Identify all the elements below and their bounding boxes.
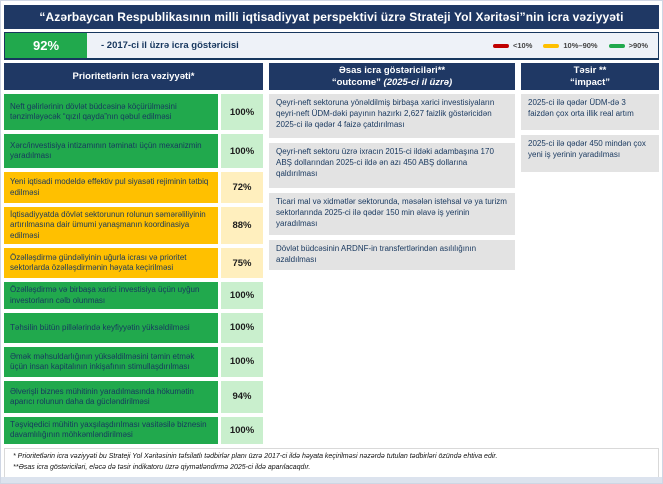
priority-row: Təşviqedici mühitin yaxşılaşdırılması va… — [4, 416, 263, 444]
priority-row: Əlverişli biznes mühitinin yaradılmasınd… — [4, 380, 263, 413]
overall-progress-badge: 92% — [5, 33, 87, 58]
legend-swatch-red — [492, 43, 509, 48]
priority-progress-value: 100% — [221, 134, 263, 168]
outcome-header-italic: (2025-ci il üzrə) — [380, 76, 453, 88]
priority-progress-value: 75% — [221, 248, 263, 279]
footnotes: * Prioritetlərin icra vəziyyəti bu Strat… — [4, 448, 659, 478]
priorities-header: Prioritetlərin icra vəziyyəti* — [4, 63, 263, 90]
priority-progress-value: 72% — [221, 172, 263, 203]
footnote-line2: **Əsas icra göstəriciləri, eləcə də təsi… — [13, 463, 311, 471]
priority-row: Əmək məhsuldarlığının yüksəldilməsini tə… — [4, 346, 263, 377]
legend-label: 10%–90% — [563, 41, 598, 50]
legend-item-high: >90% — [608, 41, 648, 50]
outcome-header-line1: Əsas icra göstəriciləri** — [338, 64, 446, 76]
priority-progress-value: 100% — [221, 282, 263, 309]
priority-row: Xərc/investisiya intizamının təminatı üç… — [4, 134, 263, 168]
outcome-header-quoted: “outcome” — [331, 76, 381, 88]
priority-row: İqtisadiyyatda dövlət sektorunun rolunun… — [4, 207, 263, 245]
column-outcome: Əsas icra göstəriciləri** “outcome” (202… — [269, 63, 515, 448]
legend-swatch-green — [608, 43, 625, 48]
impact-item: 2025-ci ilə qədər 450 mindən çox yeni iş… — [521, 135, 659, 172]
footnote-line1: * Prioritetlərin icra vəziyyəti bu Strat… — [13, 453, 498, 460]
outcome-item: Qeyri-neft sektoru üzrə ixracın 2015-ci … — [269, 143, 515, 188]
outcome-item: Dövlət büdcəsinin ARDNF-in transfertləri… — [269, 240, 515, 270]
priority-text: Xərc/investisiya intizamının təminatı üç… — [4, 134, 218, 168]
legend-label: <10% — [512, 41, 533, 50]
impact-item: 2025-ci ilə qədər ÜDM-də 3 faizdən çox o… — [521, 94, 659, 130]
legend-item-mid: 10%–90% — [543, 41, 598, 50]
column-impact: Təsir ** “impact” 2025-ci ilə qədər ÜDM-… — [521, 63, 659, 448]
priority-text: Əlverişli biznes mühitinin yaradılmasınd… — [4, 380, 218, 413]
priority-progress-value: 100% — [221, 346, 263, 377]
priority-text: Yeni iqtisadi modeldə effektiv pul siyas… — [4, 172, 218, 203]
impact-header: Təsir ** “impact” — [521, 63, 659, 90]
priority-text: Əmək məhsuldarlığının yüksəldilməsini tə… — [4, 346, 218, 377]
priority-progress-value: 100% — [221, 94, 263, 130]
impact-header-line2: “impact” — [569, 76, 611, 88]
priority-row: Özəlləşdirmə və birbaşa xarici investisi… — [4, 282, 263, 309]
outcome-item: Qeyri-neft sektoruna yönəldilmiş birbaşa… — [269, 94, 515, 138]
priority-text: İqtisadiyyatda dövlət sektorunun rolunun… — [4, 207, 218, 245]
priority-text: Özəlləşdirmə və birbaşa xarici investisi… — [4, 282, 218, 309]
summary-label: - 2017-ci il üzrə icra göstəricisi — [101, 40, 239, 51]
priority-progress-value: 100% — [221, 312, 263, 343]
legend: <10% 10%–90% >90% — [492, 41, 648, 50]
outcome-item: Ticari mal və xidmətlər sektorunda, məsə… — [269, 193, 515, 235]
legend-label: >90% — [628, 41, 648, 50]
summary-bar: 92% - 2017-ci il üzrə icra göstəricisi <… — [4, 32, 659, 60]
outcome-header: Əsas icra göstəriciləri** “outcome” (202… — [269, 63, 515, 90]
column-priorities: Prioritetlərin icra vəziyyəti* Neft gəli… — [4, 63, 263, 448]
priority-text: Təhsilin bütün pillələrində keyfiyyətin … — [4, 312, 218, 343]
priority-progress-value: 88% — [221, 207, 263, 245]
outcome-header-line2: “outcome” (2025-ci il üzrə) — [332, 77, 452, 89]
priority-text: Özəlləşdirmə gündəliyinin uğurla icrası … — [4, 248, 218, 279]
priority-text: Neft gəlirlərinin dövlət büdcəsinə köçür… — [4, 94, 218, 130]
page-title: “Azərbaycan Respublikasının milli iqtisa… — [4, 5, 659, 29]
priority-row: Təhsilin bütün pillələrində keyfiyyətin … — [4, 312, 263, 343]
legend-swatch-yellow — [543, 43, 560, 48]
priority-progress-value: 94% — [221, 380, 263, 413]
bottom-strip — [1, 477, 662, 483]
impact-header-line1: Təsir ** — [573, 64, 607, 76]
priority-row: Yeni iqtisadi modeldə effektiv pul siyas… — [4, 172, 263, 203]
priority-text: Təşviqedici mühitin yaxşılaşdırılması va… — [4, 416, 218, 444]
legend-item-low: <10% — [492, 41, 533, 50]
priority-row: Özəlləşdirmə gündəliyinin uğurla icrası … — [4, 248, 263, 279]
main-grid: Prioritetlərin icra vəziyyəti* Neft gəli… — [4, 63, 659, 448]
priority-row: Neft gəlirlərinin dövlət büdcəsinə köçür… — [4, 94, 263, 130]
priority-progress-value: 100% — [221, 416, 263, 444]
